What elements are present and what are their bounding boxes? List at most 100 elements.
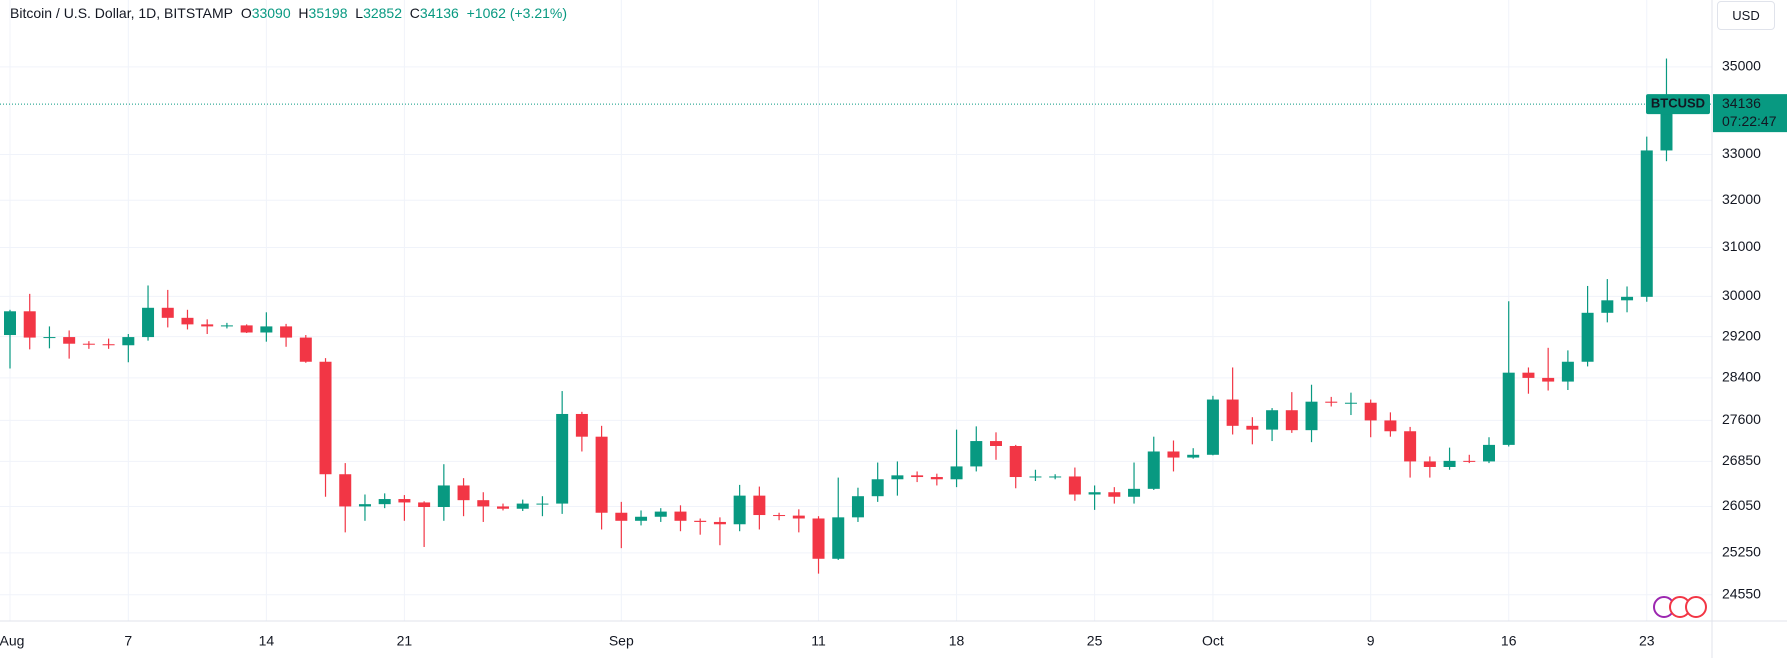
open-value: 33090 bbox=[251, 5, 291, 21]
x-tick-label: 11 bbox=[811, 633, 826, 649]
candle-body bbox=[654, 511, 667, 517]
candle-body bbox=[122, 337, 135, 346]
candle-body bbox=[851, 496, 864, 518]
candle-body bbox=[1187, 454, 1200, 458]
candle-body bbox=[63, 337, 76, 344]
candle-body bbox=[1660, 104, 1673, 151]
y-tick-label: 26050 bbox=[1722, 497, 1761, 513]
candle-body bbox=[43, 337, 56, 339]
candle-body bbox=[280, 326, 293, 338]
candle-body bbox=[1443, 460, 1456, 467]
candle-body bbox=[1561, 361, 1574, 382]
high-value: 35198 bbox=[308, 5, 348, 21]
candle-body bbox=[1088, 492, 1101, 495]
candle-body bbox=[891, 475, 904, 480]
y-tick-label: 25250 bbox=[1722, 544, 1761, 560]
x-tick-label: Aug bbox=[0, 633, 24, 649]
candle-body bbox=[23, 311, 36, 338]
candle-body bbox=[82, 343, 95, 345]
x-tick-label: 7 bbox=[124, 633, 132, 649]
x-tick-label: 16 bbox=[1501, 633, 1517, 649]
y-tick-label: 28400 bbox=[1722, 369, 1761, 385]
y-tick-label: 31000 bbox=[1722, 238, 1761, 254]
candle-body bbox=[753, 495, 766, 516]
candle-body bbox=[102, 344, 115, 346]
candle-body bbox=[1147, 451, 1160, 489]
candle-body bbox=[812, 518, 825, 559]
candle-body bbox=[1206, 399, 1219, 455]
x-tick-label: 18 bbox=[949, 633, 965, 649]
candle-body bbox=[201, 324, 214, 327]
y-tick-label: 32000 bbox=[1722, 191, 1761, 207]
candle-body bbox=[1384, 420, 1397, 432]
ohlc-label: C bbox=[409, 5, 420, 21]
candle-body bbox=[1601, 300, 1614, 313]
candle-body bbox=[1640, 150, 1653, 297]
candle-body bbox=[1108, 492, 1121, 497]
candle-body bbox=[378, 499, 391, 505]
candle-body bbox=[358, 504, 371, 507]
price-label: 34136 bbox=[1722, 95, 1761, 111]
candle-body bbox=[1621, 296, 1634, 301]
y-tick-label: 27600 bbox=[1722, 411, 1761, 427]
candle-body bbox=[615, 512, 628, 521]
candle-body bbox=[260, 326, 273, 333]
candle-body bbox=[1128, 488, 1141, 497]
candle-body bbox=[1266, 410, 1279, 430]
candle-body bbox=[497, 506, 509, 509]
candle-body bbox=[299, 337, 312, 362]
candle-body bbox=[1029, 476, 1042, 478]
candle-body bbox=[1463, 460, 1476, 462]
y-tick-label: 30000 bbox=[1722, 287, 1761, 303]
ticker-label: BTCUSD bbox=[1651, 96, 1705, 111]
candle-body bbox=[161, 307, 174, 318]
candle-body bbox=[773, 515, 786, 517]
candle-body bbox=[1325, 401, 1338, 403]
candle-body bbox=[457, 485, 470, 501]
candle-body bbox=[1404, 431, 1417, 462]
currency-button[interactable]: USD bbox=[1717, 1, 1775, 30]
symbol: Bitcoin / U.S. Dollar, 1D, BITSTAMP bbox=[10, 5, 234, 21]
candle-body bbox=[871, 479, 884, 497]
price-badge bbox=[1713, 94, 1787, 133]
candle-body bbox=[694, 520, 707, 522]
candle-body bbox=[575, 413, 588, 437]
x-tick-label: 23 bbox=[1639, 633, 1655, 649]
candle-body bbox=[220, 325, 233, 327]
candle-body bbox=[635, 516, 648, 521]
candle-body bbox=[713, 521, 726, 525]
x-tick-label: Oct bbox=[1202, 633, 1224, 649]
candle-body bbox=[1542, 377, 1555, 382]
candle-body bbox=[398, 499, 411, 503]
countdown-label: 07:22:47 bbox=[1722, 113, 1777, 129]
candle-body bbox=[970, 441, 983, 467]
candle-body bbox=[240, 325, 253, 333]
y-tick-label: 33000 bbox=[1722, 145, 1761, 161]
x-tick-label: 9 bbox=[1367, 633, 1375, 649]
y-tick-label: 24550 bbox=[1722, 585, 1761, 601]
candle-body bbox=[595, 436, 608, 513]
ohlc-label: H bbox=[298, 5, 309, 21]
candle-body bbox=[418, 502, 431, 508]
candle-body bbox=[516, 503, 529, 509]
ticker-badge bbox=[1646, 94, 1710, 115]
candle-body bbox=[1226, 399, 1239, 426]
candle-body bbox=[950, 466, 963, 480]
candle-body bbox=[1009, 445, 1022, 478]
legend-header: Bitcoin / U.S. Dollar, 1D, BITSTAMP O330… bbox=[10, 5, 567, 21]
candle-body bbox=[1364, 402, 1377, 421]
candle-body bbox=[1246, 425, 1259, 430]
candle-body bbox=[990, 441, 1002, 446]
candle-body bbox=[1049, 476, 1062, 478]
candle-body bbox=[911, 475, 924, 478]
candle-body bbox=[832, 517, 845, 559]
candle-body bbox=[319, 361, 332, 475]
event-icon bbox=[1685, 596, 1707, 618]
candle-body bbox=[1344, 402, 1357, 404]
candle-body bbox=[733, 495, 746, 525]
x-tick-label: 14 bbox=[259, 633, 275, 649]
candle-body bbox=[181, 317, 194, 325]
candle-body bbox=[674, 511, 687, 521]
candle-body bbox=[536, 503, 549, 505]
